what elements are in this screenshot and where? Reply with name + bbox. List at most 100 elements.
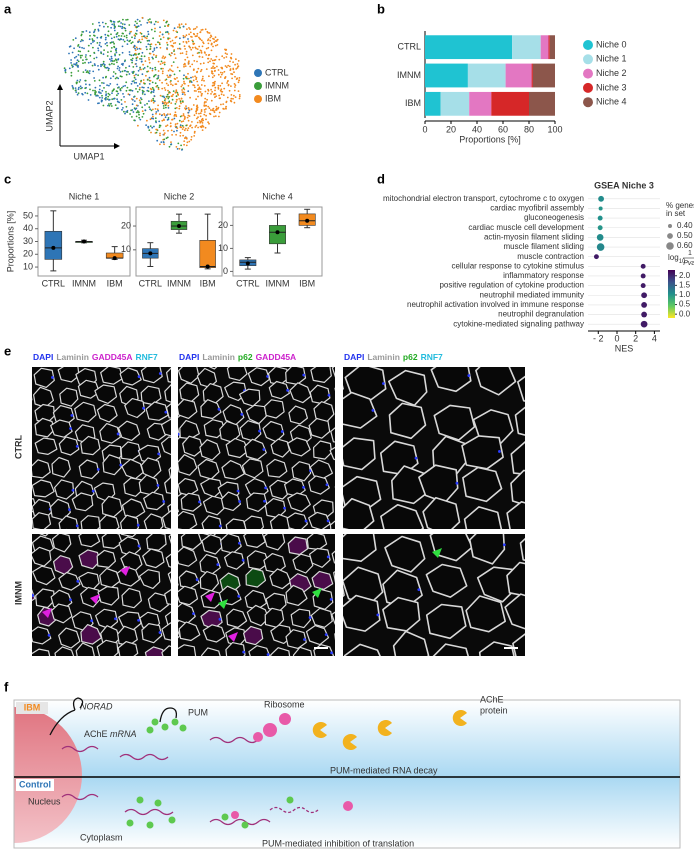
umap-point bbox=[163, 118, 165, 121]
fiber bbox=[225, 518, 247, 529]
mean bbox=[148, 251, 153, 256]
umap-point bbox=[87, 71, 90, 74]
umap-point bbox=[183, 74, 185, 77]
umap-point bbox=[115, 49, 117, 52]
ribosome bbox=[279, 713, 291, 725]
umap-point bbox=[166, 41, 168, 44]
umap-point bbox=[132, 54, 135, 57]
nucleus bbox=[198, 670, 201, 673]
umap-point bbox=[219, 71, 222, 74]
fiber bbox=[94, 384, 118, 404]
umap-point bbox=[225, 66, 228, 69]
nucleus bbox=[137, 375, 141, 379]
umap-point bbox=[153, 49, 156, 51]
fiber bbox=[57, 367, 80, 383]
umap-point bbox=[238, 94, 241, 96]
umap-point bbox=[198, 51, 200, 54]
fiber bbox=[392, 630, 430, 656]
umap-point bbox=[101, 94, 103, 97]
mean bbox=[177, 224, 181, 229]
y-tick-label: 50 bbox=[23, 210, 33, 220]
umap-point bbox=[205, 108, 207, 110]
legend-swatch bbox=[583, 40, 593, 50]
umap-point bbox=[183, 62, 186, 65]
nucleus bbox=[310, 656, 313, 659]
arrowhead bbox=[312, 588, 322, 598]
umap-point bbox=[133, 96, 135, 98]
ribosomes bbox=[231, 713, 353, 819]
umap-point bbox=[99, 41, 101, 44]
legend-swatch bbox=[583, 82, 593, 93]
size-legend-title: in set bbox=[666, 209, 686, 218]
umap-point bbox=[170, 64, 173, 67]
umap-point bbox=[110, 55, 113, 58]
nucleus bbox=[502, 543, 506, 547]
nucleus bbox=[69, 427, 72, 430]
umap-point bbox=[159, 26, 161, 29]
y-tick-label: cytokine-mediated signaling pathway bbox=[453, 319, 584, 328]
fiber bbox=[71, 492, 94, 512]
fiber bbox=[10, 513, 29, 531]
umap-point bbox=[235, 58, 237, 61]
umap-point bbox=[156, 139, 159, 142]
umap-point bbox=[182, 126, 185, 129]
umap-point bbox=[159, 46, 162, 49]
umap-point bbox=[106, 55, 109, 57]
umap-point bbox=[128, 24, 131, 26]
nucleus bbox=[96, 467, 100, 471]
umap-point bbox=[81, 93, 84, 96]
fiber bbox=[308, 475, 330, 495]
norad-rna bbox=[49, 697, 84, 736]
pum bbox=[286, 796, 294, 804]
umap-point bbox=[122, 38, 125, 41]
umap-point bbox=[84, 61, 86, 64]
umap-point bbox=[182, 114, 185, 117]
umap-point bbox=[110, 50, 112, 53]
fiber bbox=[246, 492, 268, 512]
y-tick-label: 10 bbox=[121, 244, 131, 254]
fiber bbox=[243, 625, 264, 646]
umap-point bbox=[122, 18, 124, 21]
umap-point bbox=[81, 31, 84, 33]
umap-point bbox=[152, 91, 155, 93]
umap-point bbox=[123, 23, 126, 26]
umap-point bbox=[181, 100, 184, 103]
umap-point bbox=[176, 127, 179, 129]
umap-point bbox=[159, 94, 162, 97]
umap-point bbox=[226, 96, 229, 99]
umap-point bbox=[142, 86, 145, 89]
x-tick-label: 0 bbox=[614, 333, 619, 343]
umap-point bbox=[104, 66, 107, 69]
fiber bbox=[514, 406, 525, 436]
nucleus bbox=[466, 660, 469, 663]
umap-point bbox=[202, 119, 205, 122]
umap-point bbox=[215, 105, 218, 108]
umap-point bbox=[128, 32, 131, 35]
umap-point bbox=[228, 65, 231, 68]
umap-point bbox=[103, 87, 105, 89]
umap-point bbox=[217, 84, 220, 87]
pum bbox=[168, 816, 176, 824]
legend-label: Niche 2 bbox=[596, 68, 627, 78]
arrowhead bbox=[432, 548, 442, 558]
umap-point bbox=[179, 126, 182, 129]
umap-point bbox=[70, 62, 72, 64]
umap-point bbox=[172, 42, 175, 45]
umap-point bbox=[116, 98, 118, 101]
umap-point bbox=[163, 132, 166, 135]
fiber bbox=[268, 380, 290, 400]
nucleus bbox=[549, 419, 552, 422]
umap-point bbox=[192, 104, 195, 106]
umap-point bbox=[160, 114, 163, 117]
umap-point bbox=[117, 65, 119, 68]
umap-point bbox=[167, 84, 170, 87]
umap-point bbox=[147, 90, 150, 93]
umap-point bbox=[122, 85, 125, 88]
fiber bbox=[9, 556, 29, 574]
umap-point bbox=[213, 109, 215, 112]
fiber bbox=[59, 387, 79, 407]
umap-point bbox=[124, 29, 127, 32]
umap-point bbox=[134, 47, 136, 50]
umap-point bbox=[72, 87, 75, 90]
umap-point bbox=[79, 54, 82, 57]
